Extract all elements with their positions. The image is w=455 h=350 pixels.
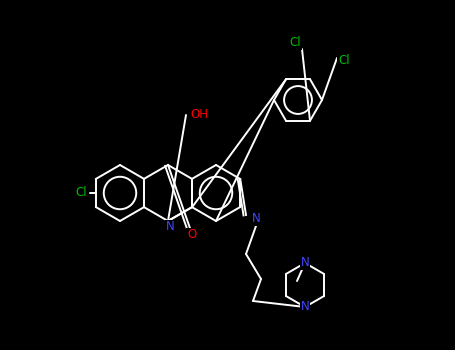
Text: OH: OH — [190, 107, 208, 120]
Text: N: N — [301, 257, 309, 270]
Text: N: N — [252, 212, 260, 225]
Text: O: O — [187, 229, 197, 241]
Text: N: N — [301, 301, 309, 314]
Text: N: N — [166, 220, 174, 233]
Text: Cl: Cl — [75, 187, 87, 199]
Text: Cl: Cl — [338, 54, 350, 66]
Text: Cl: Cl — [289, 36, 301, 49]
